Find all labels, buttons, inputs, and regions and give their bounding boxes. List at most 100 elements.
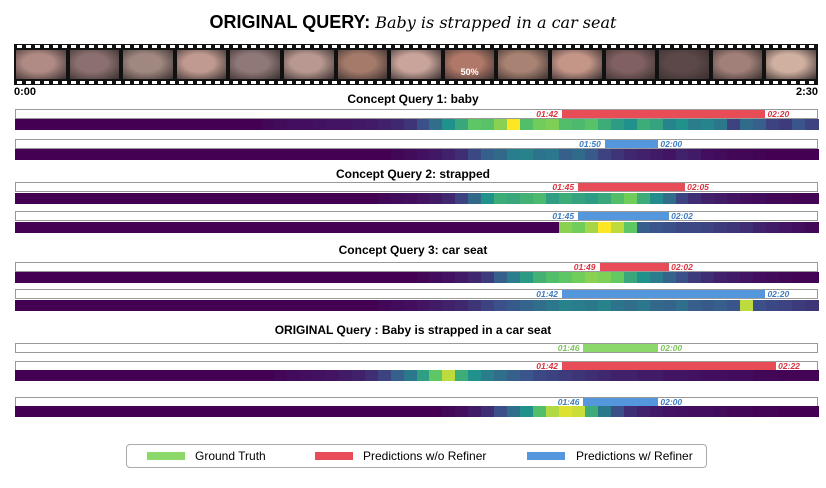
heatmap-cell <box>118 272 133 283</box>
heatmap-cell <box>753 406 767 417</box>
heatmap-cell <box>610 272 625 283</box>
title-label: ORIGINAL QUERY: <box>209 12 371 32</box>
heatmap-cell <box>79 193 94 204</box>
heatmap-cell <box>222 272 236 283</box>
heatmap-cell <box>170 272 184 283</box>
heatmap-cell <box>636 300 651 311</box>
heatmap-cell <box>338 119 353 130</box>
heatmap-cell <box>118 119 133 130</box>
query-title: Concept Query 3: car seat <box>338 243 488 257</box>
heatmap-cell <box>442 149 456 160</box>
heatmap-cell <box>727 300 741 311</box>
heatmap-cell <box>468 406 482 417</box>
heatmap-cell <box>157 222 171 233</box>
heatmap-cell <box>662 272 677 283</box>
film-sprocket-hole <box>575 81 580 84</box>
film-sprocket-hole <box>629 81 634 84</box>
film-sprocket-hole <box>728 81 733 84</box>
heatmap-cell <box>442 406 456 417</box>
heatmap-cell <box>494 272 508 283</box>
heatmap-cell <box>675 193 690 204</box>
heatmap-cell <box>351 300 366 311</box>
film-sprocket-hole <box>206 45 211 48</box>
heatmap-cell <box>546 193 560 204</box>
heatmap-cell <box>131 370 146 381</box>
heatmap-cell <box>170 406 184 417</box>
heatmap-cell <box>209 222 223 233</box>
interval-start-time: 01:46 <box>557 343 580 353</box>
heatmap-cell <box>662 119 677 130</box>
heatmap-cell <box>688 370 703 381</box>
heatmap-cell <box>507 149 521 160</box>
film-sprocket-hole <box>602 45 607 48</box>
film-sprocket-hole <box>809 81 814 84</box>
heatmap-cell <box>701 272 715 283</box>
film-sprocket-hole <box>755 45 760 48</box>
heatmap-cell <box>390 119 405 130</box>
film-sprocket-hole <box>449 45 454 48</box>
film-frame-caption: 50% <box>460 67 479 77</box>
film-sprocket-hole <box>440 81 445 84</box>
heatmap-cell <box>455 272 469 283</box>
film-sprocket-hole <box>98 81 103 84</box>
heatmap-cell <box>429 193 443 204</box>
heatmap-cell <box>714 222 728 233</box>
heatmap-cell <box>299 300 314 311</box>
film-sprocket-hole <box>260 45 265 48</box>
heatmap-cell <box>779 119 793 130</box>
film-sprocket-hole <box>485 81 490 84</box>
heatmap-cell <box>235 222 249 233</box>
heatmap-cell <box>248 222 262 233</box>
heatmap-cell <box>805 149 819 160</box>
heatmap-cell <box>649 300 664 311</box>
film-sprocket-hole <box>395 45 400 48</box>
legend-swatch-refiner <box>527 452 565 460</box>
film-sprocket-hole <box>494 45 499 48</box>
heatmap-cell <box>222 222 236 233</box>
heatmap-cell <box>610 193 625 204</box>
heatmap-cell <box>235 119 249 130</box>
heatmap-cell <box>235 370 249 381</box>
heatmap-cell <box>27 149 42 160</box>
heatmap-cell <box>53 149 68 160</box>
heatmap-cell <box>286 222 301 233</box>
film-sprocket-hole <box>314 45 319 48</box>
legend-label-refiner: Predictions w/ Refiner <box>576 449 693 463</box>
heatmap-cell <box>636 370 651 381</box>
heatmap-cell <box>546 222 560 233</box>
film-sprocket-hole <box>656 81 661 84</box>
prediction-bar-refiner: 01:45 02:02 <box>15 211 818 221</box>
heatmap-cell <box>701 193 715 204</box>
heatmap-cell <box>53 272 68 283</box>
film-sprocket-hole <box>602 81 607 84</box>
film-sprocket-hole <box>611 81 616 84</box>
heatmap-cell <box>131 222 146 233</box>
heatmap-cell <box>701 119 715 130</box>
heatmap-cell <box>53 222 68 233</box>
interval-start-time: 01:42 <box>536 289 559 299</box>
heatmap-cell <box>623 370 638 381</box>
heatmap-cell <box>312 193 327 204</box>
heatmap-cell <box>248 149 262 160</box>
heatmap-cell <box>351 149 366 160</box>
heatmap-cell <box>274 119 288 130</box>
heatmap-cell <box>779 272 793 283</box>
heatmap-cell <box>636 149 651 160</box>
heatmap-cell <box>209 272 223 283</box>
heatmap-cell <box>27 222 42 233</box>
heatmap-cell <box>118 149 133 160</box>
heatmap-cell <box>27 300 42 311</box>
heatmap-cell <box>248 119 262 130</box>
heatmap-cell <box>546 406 560 417</box>
heatmap-cell <box>714 119 728 130</box>
heatmap-cell <box>222 300 236 311</box>
interval-start-time: 01:45 <box>552 182 575 192</box>
heatmap-cell <box>15 119 29 130</box>
film-sprocket-hole <box>116 81 121 84</box>
heatmap-cell <box>805 193 819 204</box>
film-sprocket-hole <box>404 45 409 48</box>
film-frame <box>230 50 280 79</box>
heatmap-cell <box>338 406 353 417</box>
heatmap-cell <box>312 119 327 130</box>
heatmap-cell <box>442 119 456 130</box>
